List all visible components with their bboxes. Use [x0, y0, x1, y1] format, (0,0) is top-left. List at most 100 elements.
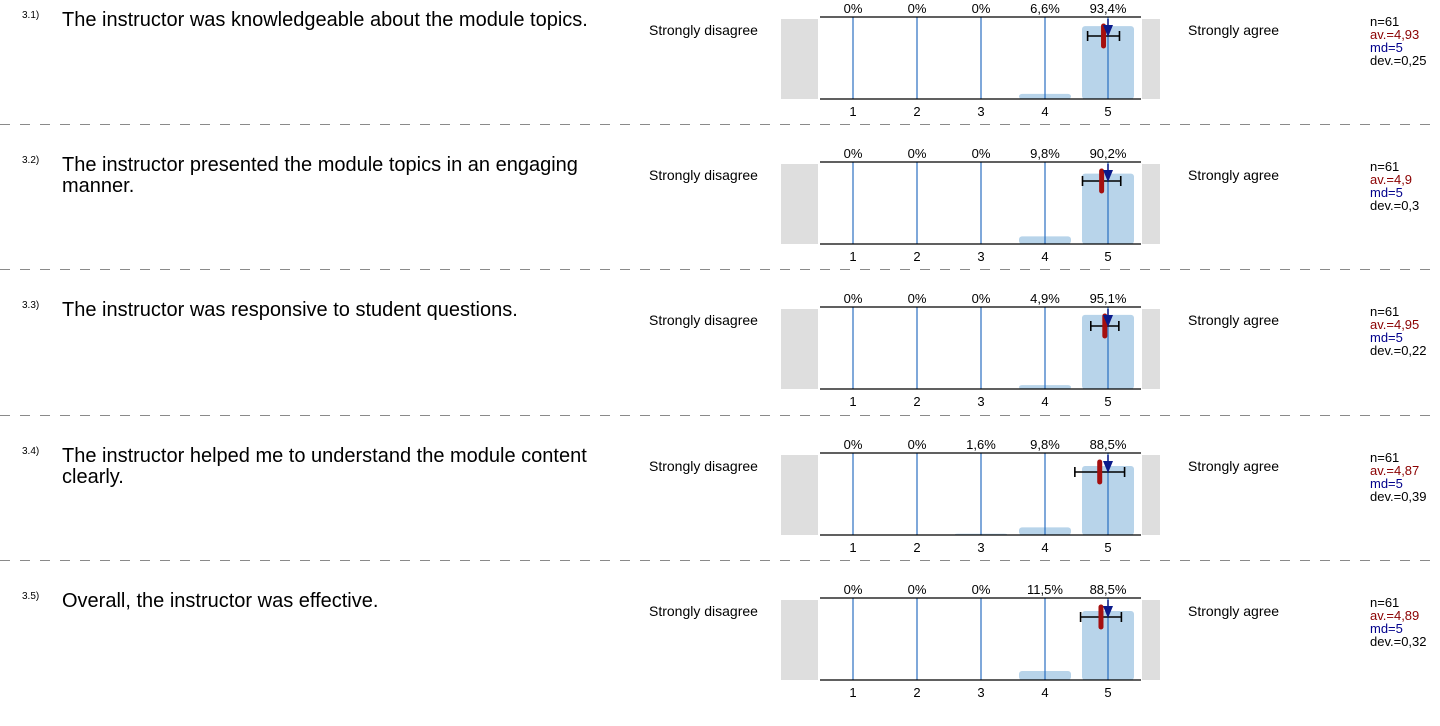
section-divider	[0, 124, 1440, 125]
scale-left-label: Strongly disagree	[649, 603, 758, 619]
question-number: 3.5)	[22, 591, 40, 602]
percent-label: 0%	[844, 1, 863, 16]
scale-right-label: Strongly agree	[1188, 312, 1280, 328]
stat-average: av.=4,93	[1370, 27, 1420, 42]
percent-label: 9,8%	[1030, 146, 1060, 161]
question-item: 3.1) The instructor was knowledgeable abo…	[0, 0, 1440, 145]
gray-box-left	[781, 309, 818, 389]
gray-box-left	[781, 455, 818, 535]
percent-label: 0%	[972, 1, 991, 16]
gray-box-right	[1142, 455, 1160, 535]
stats-block: n=61 av.=4,95 md=5 dev.=0,22	[1370, 305, 1427, 357]
percent-label: 0%	[844, 146, 863, 161]
stat-deviation: dev.=0,32	[1370, 634, 1427, 649]
stat-n: n=61	[1370, 14, 1400, 29]
tick-label: 1	[849, 685, 856, 700]
stat-deviation: dev.=0,3	[1370, 198, 1420, 213]
percent-label: 0%	[844, 291, 863, 306]
section-divider	[0, 269, 1440, 270]
question-text: The instructor was responsive to student…	[62, 299, 518, 321]
scale-left-label: Strongly disagree	[649, 167, 758, 183]
histogram-chart: 0% 0% 0% 11,5% 88,5% 1 2 3 4 5	[781, 582, 1160, 700]
stat-deviation: dev.=0,22	[1370, 343, 1427, 358]
stat-median: md=5	[1370, 621, 1403, 636]
tick-label: 3	[977, 685, 984, 700]
tick-label: 4	[1041, 685, 1048, 700]
stat-average: av.=4,87	[1370, 463, 1420, 478]
stat-median: md=5	[1370, 185, 1403, 200]
question-item: 3.4) The instructor helped me to understa…	[0, 436, 1440, 581]
tick-label: 1	[849, 540, 856, 555]
median-marker	[1103, 606, 1113, 618]
tick-label: 2	[913, 394, 920, 409]
percent-label: 88,5%	[1090, 582, 1127, 597]
scale-left-label: Strongly disagree	[649, 312, 758, 328]
histogram-chart: 0% 0% 0% 9,8% 90,2% 1 2 3 4 5	[781, 146, 1160, 264]
tick-label: 4	[1041, 394, 1048, 409]
question-text: Overall, the instructor was effective.	[62, 590, 379, 612]
question-text: The instructor was knowledgeable about t…	[62, 9, 588, 31]
tick-label: 3	[977, 104, 984, 119]
question-number: 3.1)	[22, 10, 40, 21]
tick-label: 5	[1104, 540, 1111, 555]
percent-label: 0%	[908, 582, 927, 597]
stat-median: md=5	[1370, 330, 1403, 345]
stat-n: n=61	[1370, 450, 1400, 465]
tick-label: 5	[1104, 394, 1111, 409]
percent-label: 9,8%	[1030, 437, 1060, 452]
percent-label: 0%	[908, 146, 927, 161]
tick-label: 2	[913, 249, 920, 264]
tick-label: 4	[1041, 540, 1048, 555]
gray-box-left	[781, 164, 818, 244]
histogram-chart: 0% 0% 0% 4,9% 95,1% 1 2 3 4 5	[781, 291, 1160, 409]
stat-deviation: dev.=0,25	[1370, 53, 1427, 68]
stat-deviation: dev.=0,39	[1370, 489, 1427, 504]
question-number: 3.4)	[22, 446, 40, 457]
percent-label: 0%	[972, 582, 991, 597]
question-number: 3.3)	[22, 300, 40, 311]
percent-label: 6,6%	[1030, 1, 1060, 16]
tick-label: 5	[1104, 685, 1111, 700]
question-item: 3.2) The instructor presented the module …	[0, 145, 1440, 290]
stats-block: n=61 av.=4,9 md=5 dev.=0,3	[1370, 160, 1419, 212]
stat-n: n=61	[1370, 595, 1400, 610]
percent-label: 0%	[908, 291, 927, 306]
percent-label: 0%	[972, 291, 991, 306]
tick-label: 2	[913, 685, 920, 700]
stats-block: n=61 av.=4,93 md=5 dev.=0,25	[1370, 15, 1427, 67]
stats-block: n=61 av.=4,89 md=5 dev.=0,32	[1370, 596, 1427, 648]
stat-average: av.=4,9	[1370, 172, 1413, 187]
percent-label: 0%	[844, 437, 863, 452]
tick-label: 4	[1041, 249, 1048, 264]
tick-label: 3	[977, 540, 984, 555]
stats-block: n=61 av.=4,87 md=5 dev.=0,39	[1370, 451, 1427, 503]
stat-median: md=5	[1370, 40, 1403, 55]
question-item: 3.5) Overall, the instructor was effectiv…	[0, 581, 1440, 726]
question-text: The instructor helped me to understand t…	[62, 445, 587, 488]
percent-label: 4,9%	[1030, 291, 1060, 306]
percent-label: 11,5%	[1027, 582, 1063, 597]
percent-label: 1,6%	[966, 437, 996, 452]
section-divider	[0, 415, 1440, 416]
scale-left-label: Strongly disagree	[649, 22, 758, 38]
tick-label: 2	[913, 104, 920, 119]
percent-label: 0%	[908, 437, 927, 452]
scale-right-label: Strongly agree	[1188, 22, 1280, 38]
stat-n: n=61	[1370, 304, 1400, 319]
tick-label: 1	[849, 249, 856, 264]
tick-label: 1	[849, 104, 856, 119]
percent-label: 93,4%	[1090, 1, 1127, 16]
percent-label: 0%	[844, 582, 863, 597]
question-number: 3.2)	[22, 155, 40, 166]
stat-median: md=5	[1370, 476, 1403, 491]
scale-left-label: Strongly disagree	[649, 458, 758, 474]
percent-label: 88,5%	[1090, 437, 1127, 452]
percent-label: 95,1%	[1090, 291, 1127, 306]
tick-label: 4	[1041, 104, 1048, 119]
gray-box-right	[1142, 164, 1160, 244]
scale-right-label: Strongly agree	[1188, 458, 1280, 474]
tick-label: 5	[1104, 104, 1111, 119]
median-marker	[1103, 461, 1113, 473]
stat-average: av.=4,89	[1370, 608, 1420, 623]
median-marker	[1103, 315, 1113, 327]
